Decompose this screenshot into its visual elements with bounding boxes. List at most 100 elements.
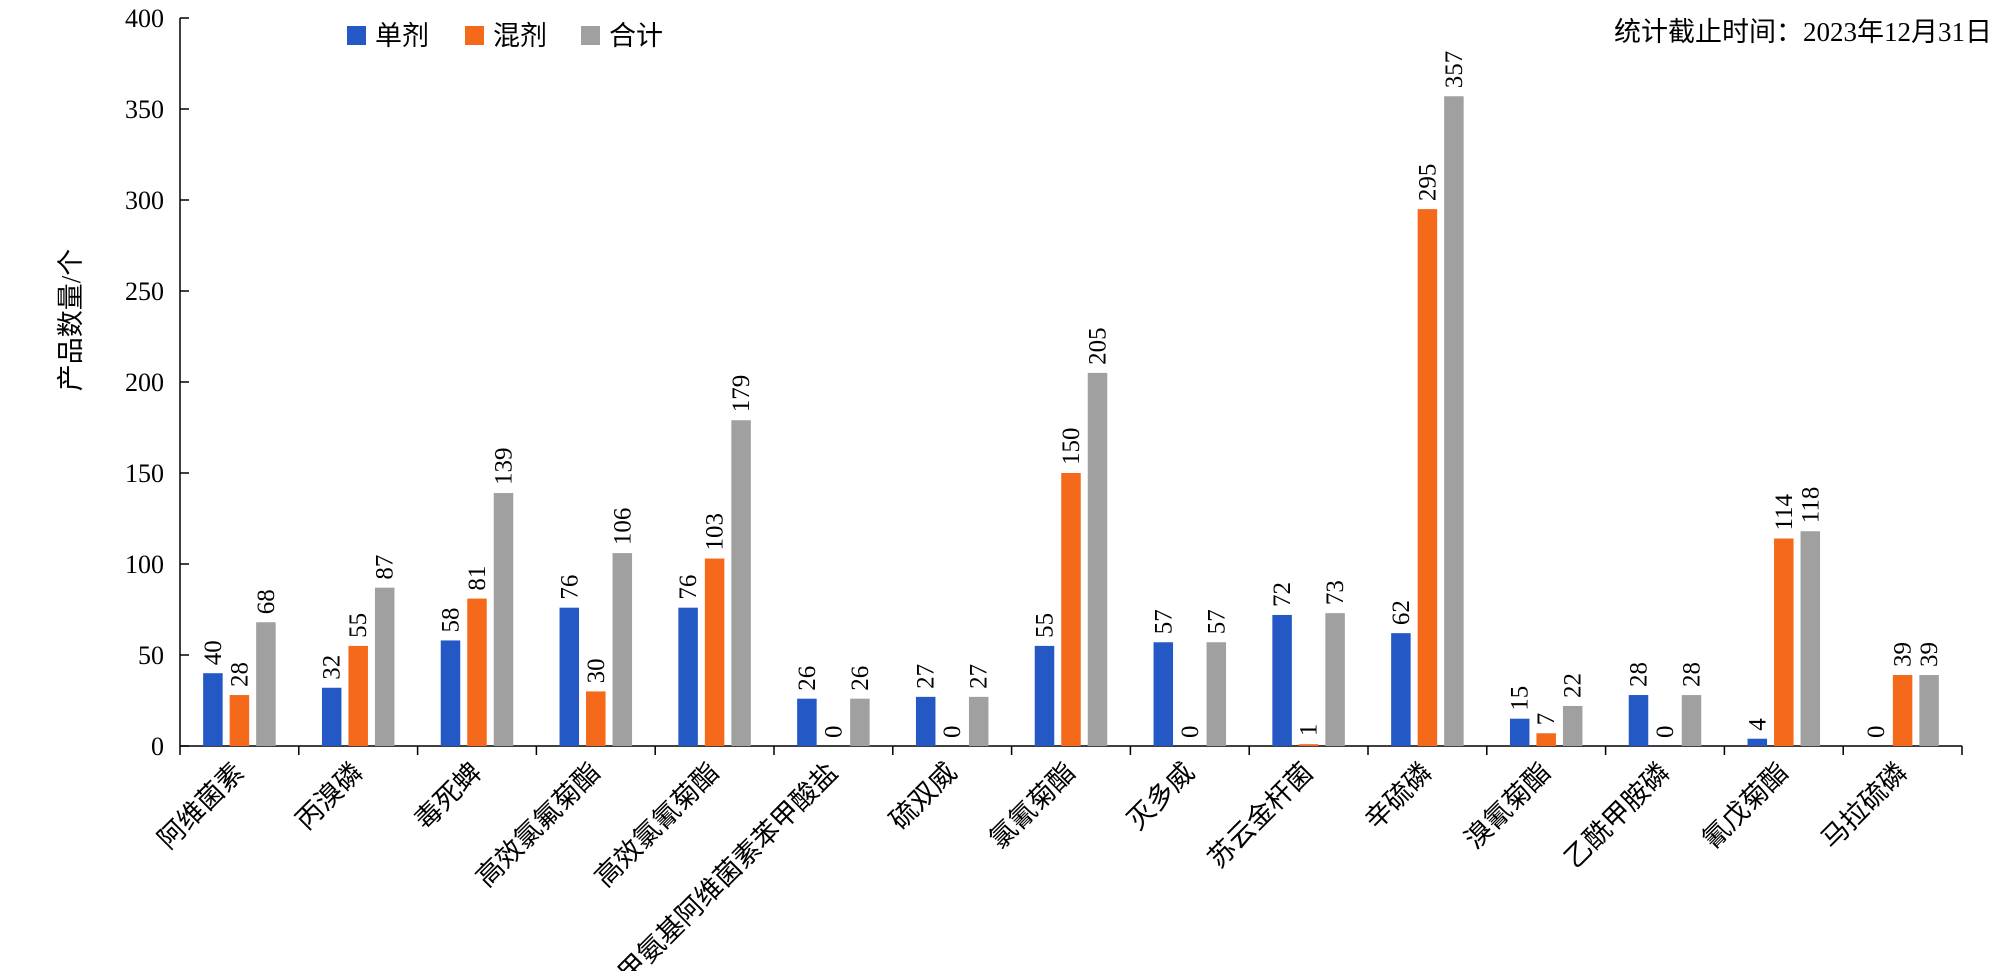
bar (1444, 96, 1464, 746)
x-tick-label: 高效氯氟菊酯 (470, 757, 606, 893)
bar (612, 553, 633, 746)
data-label: 39 (1916, 642, 1943, 667)
data-label: 0 (1863, 726, 1890, 739)
bar (559, 607, 580, 746)
data-label: 58 (438, 607, 465, 632)
bar (203, 673, 223, 746)
data-label: 27 (966, 664, 993, 689)
x-tick-label: 马拉硫磷 (1815, 757, 1913, 855)
y-tick-label: 250 (125, 277, 164, 306)
data-label: 28 (1626, 662, 1653, 687)
x-tick-label: 硫双威 (884, 757, 962, 835)
x-tick-label: 阿维菌素 (152, 757, 250, 855)
data-label: 87 (372, 555, 399, 580)
bar (586, 691, 606, 746)
data-label: 28 (1679, 662, 1706, 687)
data-label: 0 (820, 726, 847, 739)
data-label: 106 (609, 508, 636, 546)
legend: 单剂 混剂 合计 (347, 21, 663, 51)
y-tick-label: 50 (138, 641, 164, 670)
data-label: 72 (1269, 582, 1296, 607)
bar (348, 645, 368, 746)
y-tick-label: 400 (125, 4, 164, 33)
data-label: 205 (1085, 327, 1112, 365)
bar (1628, 695, 1649, 746)
x-tick-label: 丙溴磷 (290, 757, 368, 835)
legend-label: 混剂 (493, 21, 547, 51)
bar (1153, 642, 1174, 746)
bar (850, 698, 870, 746)
bar (1747, 738, 1768, 746)
data-label: 15 (1507, 686, 1534, 711)
bar (256, 622, 276, 746)
bar (1892, 675, 1913, 746)
data-label: 81 (464, 566, 491, 591)
x-tick-label: 氯氰菊酯 (984, 757, 1082, 855)
y-tick-label: 0 (151, 732, 164, 761)
bar (1061, 473, 1081, 746)
bar (440, 640, 461, 746)
data-label: 55 (1032, 613, 1059, 638)
y-axis: 0 50 100 150 200 250 300 350 400 (125, 4, 189, 761)
data-label: 0 (939, 726, 966, 739)
data-label: 57 (1150, 609, 1177, 634)
bar (1206, 642, 1227, 746)
bar (915, 696, 936, 746)
data-label: 26 (794, 666, 821, 691)
data-label: 0 (1652, 726, 1679, 739)
legend-swatch (581, 26, 600, 45)
data-label: 114 (1771, 493, 1798, 530)
data-label: 22 (1560, 673, 1587, 698)
bar (1325, 613, 1345, 746)
bar (1087, 372, 1108, 746)
data-label: 150 (1058, 428, 1085, 466)
data-label: 4 (1744, 718, 1771, 731)
y-axis-label: 产品数量/个 (56, 249, 86, 392)
bar (1919, 675, 1939, 746)
data-label: 32 (319, 655, 346, 680)
legend-label: 单剂 (375, 21, 429, 51)
data-label: 62 (1388, 600, 1415, 625)
bar (1800, 531, 1821, 746)
data-label: 57 (1203, 609, 1230, 634)
legend-label: 合计 (609, 21, 663, 51)
x-tick-label: 溴氰菊酯 (1459, 757, 1557, 855)
x-tick-label: 苏云金杆菌 (1202, 757, 1319, 874)
bar (1298, 744, 1319, 746)
data-label: 76 (556, 575, 583, 600)
bar (467, 598, 487, 746)
bar (704, 558, 725, 746)
bar (678, 607, 698, 746)
y-tick-label: 100 (125, 550, 164, 579)
data-label: 0 (1177, 726, 1204, 739)
x-tick-label: 甲氨基阿维菌素苯甲酸盐 (612, 757, 843, 971)
data-label: 139 (491, 448, 518, 486)
data-label: 295 (1414, 164, 1441, 202)
y-tick-label: 200 (125, 368, 164, 397)
bar (1034, 645, 1055, 746)
data-label: 73 (1322, 580, 1349, 605)
bar (1391, 633, 1411, 746)
data-label: 76 (675, 575, 702, 600)
bar (1417, 209, 1438, 747)
bar (1536, 733, 1556, 746)
data-label: 68 (253, 589, 280, 614)
bar (374, 587, 395, 746)
data-label: 55 (345, 613, 372, 638)
y-tick-label: 150 (125, 459, 164, 488)
x-tick-label: 乙酰甲胺磷 (1559, 757, 1676, 874)
bar (321, 687, 342, 746)
data-label: 40 (200, 640, 227, 665)
bar (731, 420, 751, 746)
legend-swatch (347, 26, 366, 45)
bar (797, 698, 817, 746)
bar (1272, 614, 1292, 746)
bar (1562, 705, 1583, 746)
data-label: 27 (913, 664, 940, 689)
data-label: 103 (702, 513, 729, 551)
data-label: 28 (226, 662, 253, 687)
data-label: 39 (1890, 642, 1917, 667)
x-tick-label: 高效氯氰菊酯 (589, 757, 725, 893)
